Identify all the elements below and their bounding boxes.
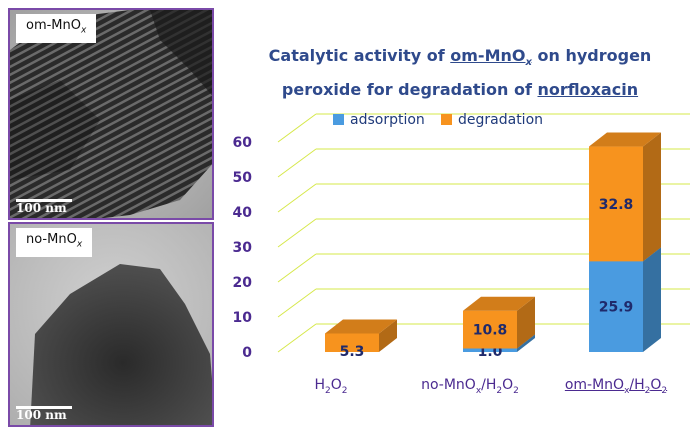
bar-top-degradation-0: [325, 319, 397, 334]
legend-label-degradation: degradation: [458, 112, 543, 128]
tem-image-om-mnox: om-MnOx 100 nm: [8, 8, 214, 220]
y-tick-label: 40: [233, 205, 253, 221]
bar-top-degradation-1: [463, 296, 535, 311]
x-tick-label-h2o2: H2O2: [314, 377, 348, 396]
data-label-degradation-0: 5.3: [340, 344, 365, 360]
data-label-adsorption-2: 25.9: [599, 300, 634, 316]
tem-image-no-mnox: no-MnOx 100 nm: [8, 222, 214, 427]
grid-line-diagonal: [277, 288, 317, 318]
bar-degradation-1: [463, 310, 517, 349]
y-tick-label: 10: [233, 310, 253, 326]
grid-line-diagonal: [277, 183, 317, 213]
grid-line-diagonal: [277, 323, 317, 353]
legend-swatch-degradation: [441, 114, 452, 125]
data-label-degradation-2: 32.8: [599, 197, 634, 213]
scale-label: 100 nm: [16, 201, 67, 215]
chart-title: Catalytic activity of om-MnOx on hydroge…: [268, 46, 652, 100]
grid-line-diagonal: [277, 148, 317, 178]
y-tick-label: 30: [233, 240, 253, 256]
bar-degradation-2: [589, 146, 643, 262]
grid-line-diagonal: [277, 113, 317, 143]
bar-side-degradation-1: [517, 296, 535, 349]
legend-swatch-adsorption: [333, 114, 344, 125]
bar-adsorption-1: [463, 348, 517, 352]
bar-degradation-0: [325, 333, 379, 352]
y-tick-label: 60: [233, 135, 253, 151]
bar-side-adsorption-1: [517, 334, 535, 352]
tem-micrograph: [10, 224, 212, 425]
y-tick-label: 50: [233, 170, 253, 186]
bar-side-degradation-2: [643, 132, 661, 262]
scale-label: 100 nm: [16, 408, 67, 422]
tem-label-om-mnox: om-MnOx: [16, 14, 97, 43]
y-tick-label: 20: [233, 275, 253, 291]
tem-micrograph: [10, 10, 212, 218]
grid-line-diagonal: [277, 253, 317, 283]
bar-side-degradation-0: [379, 319, 397, 352]
tem-label-no-mnox: no-MnOx: [16, 228, 93, 257]
legend-label-adsorption: adsorption: [350, 112, 425, 128]
y-tick-label: 0: [242, 345, 252, 361]
bar-top-degradation-2: [589, 132, 661, 147]
bar-adsorption-2: [589, 261, 643, 352]
data-label-degradation-1: 10.8: [473, 323, 508, 339]
scale-bar: [16, 406, 72, 409]
bar-side-adsorption-2: [643, 247, 661, 352]
grid-line-diagonal: [277, 218, 317, 248]
x-tick-label-no-mnox: no-MnOx/H2O2: [421, 377, 519, 396]
x-tick-label-om-mnox: om-MnOx/H2O2: [564, 377, 668, 396]
scale-bar: [16, 199, 72, 202]
